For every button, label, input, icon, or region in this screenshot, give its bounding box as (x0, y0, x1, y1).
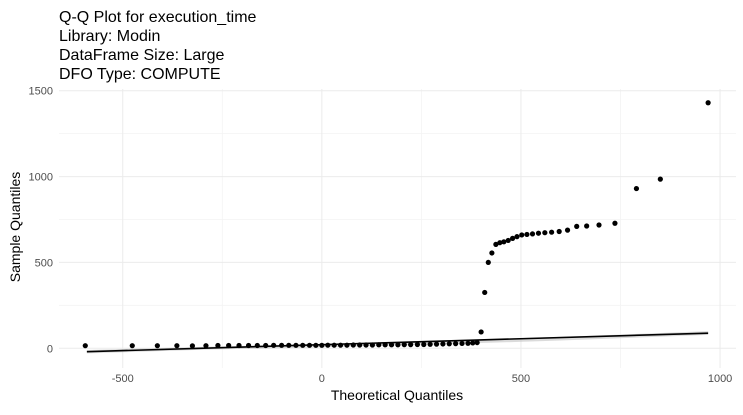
data-point (271, 342, 277, 348)
data-point (493, 241, 499, 247)
data-point (514, 234, 520, 240)
data-point (337, 342, 344, 348)
data-point (705, 100, 711, 106)
y-tick-labels: 0 500 1000 1500 (29, 86, 53, 356)
data-point (509, 235, 516, 241)
data-point (524, 231, 530, 238)
data-point (344, 342, 350, 348)
data-point (657, 176, 663, 182)
data-point (542, 230, 548, 236)
data-point (505, 237, 511, 244)
data-point (497, 240, 503, 246)
data-point (489, 250, 495, 256)
data-point (263, 342, 269, 349)
data-point (549, 229, 555, 235)
x-tick-label: 1000 (708, 373, 732, 385)
data-point (421, 341, 427, 348)
data-point (564, 227, 571, 233)
data-point (556, 228, 562, 235)
data-point (293, 342, 299, 348)
title-line-3: DataFrame Size: Large (59, 47, 225, 64)
data-point (453, 341, 459, 347)
data-point (82, 343, 88, 349)
data-point (584, 223, 590, 229)
data-point (254, 342, 260, 349)
data-point (474, 339, 480, 346)
data-point (470, 340, 476, 346)
data-point (485, 259, 491, 266)
data-point (129, 343, 135, 349)
data-point (440, 341, 446, 347)
data-point (189, 343, 196, 349)
data-point (286, 342, 292, 348)
data-point (633, 185, 640, 192)
title-line-2: Library: Modin (59, 28, 160, 45)
data-point (596, 222, 602, 228)
data-point (300, 342, 306, 348)
data-points-layer (82, 100, 711, 349)
x-tick-label: -500 (112, 373, 134, 385)
data-point (226, 342, 232, 349)
chart-title: Q-Q Plot for execution_time Library: Mod… (59, 9, 257, 83)
x-tick-labels: -500 0 500 1000 (112, 373, 733, 385)
y-axis-label: Sample Quantiles (7, 172, 23, 283)
data-point (433, 341, 440, 347)
data-point (459, 340, 465, 347)
x-axis-label: Theoretical Quantiles (331, 387, 463, 403)
title-line-1: Q-Q Plot for execution_time (59, 9, 257, 26)
y-tick-label: 1500 (29, 86, 53, 98)
y-tick-label: 1000 (29, 172, 53, 184)
data-point (236, 342, 242, 349)
x-tick-label: 0 (319, 373, 325, 385)
grid-layer (59, 89, 736, 368)
y-tick-label: 0 (47, 343, 53, 355)
data-point (519, 232, 525, 238)
data-point (388, 342, 395, 348)
data-point (331, 342, 337, 348)
data-point (529, 231, 536, 237)
data-point (369, 342, 376, 348)
data-point (306, 342, 313, 348)
title-line-4: DFO Type: COMPUTE (59, 66, 221, 83)
data-point (482, 289, 488, 296)
data-point (245, 342, 252, 349)
data-point (215, 342, 221, 349)
x-tick-label: 500 (512, 373, 530, 385)
data-point (574, 223, 580, 229)
data-point (612, 220, 618, 226)
data-point (203, 343, 209, 349)
data-point (279, 342, 285, 348)
data-point (350, 342, 356, 348)
data-point (446, 341, 452, 347)
data-point (376, 342, 382, 348)
data-point (174, 343, 180, 349)
data-point (478, 329, 484, 335)
data-point (414, 341, 421, 348)
data-point (363, 342, 369, 348)
data-point (357, 342, 363, 348)
data-point (382, 342, 388, 348)
y-tick-label: 500 (35, 257, 53, 269)
data-point (501, 239, 507, 245)
data-point (427, 341, 433, 347)
data-point (319, 342, 325, 348)
data-point (535, 230, 542, 236)
data-point (395, 342, 401, 348)
data-point (408, 342, 414, 348)
data-point (401, 342, 407, 348)
data-point (325, 342, 331, 348)
data-point (465, 340, 471, 346)
data-point (313, 342, 319, 348)
data-point (154, 343, 160, 349)
